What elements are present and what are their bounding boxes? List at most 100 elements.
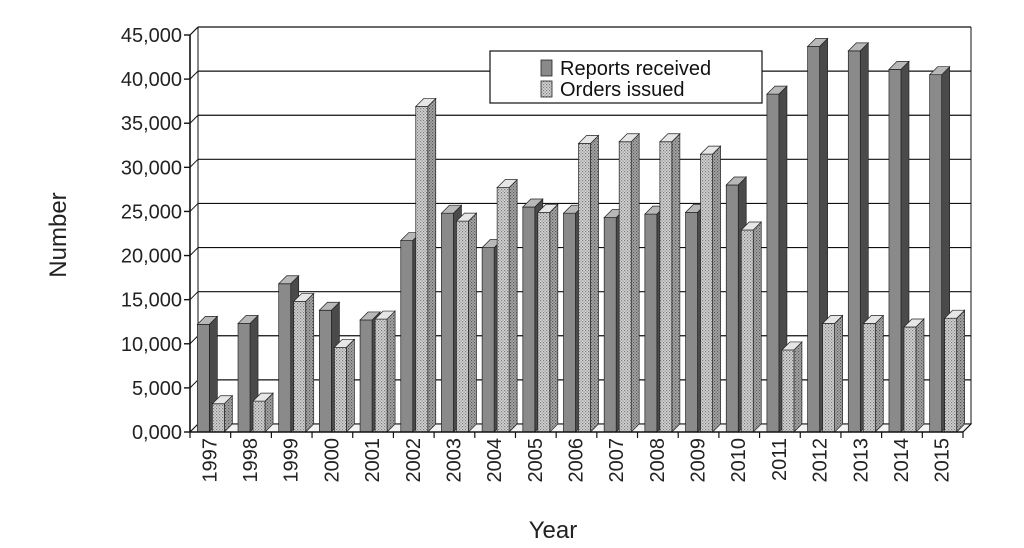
bar-orders-2015 xyxy=(943,309,966,433)
bar-front xyxy=(481,247,495,433)
x-tick-label: 2004 xyxy=(484,438,506,483)
bar-top xyxy=(277,275,300,285)
bar-top xyxy=(618,133,641,143)
bar-side xyxy=(915,318,925,433)
bar-top xyxy=(928,66,951,76)
bar-side xyxy=(346,338,355,433)
bar-side xyxy=(712,145,721,433)
x-tick-label: 2009 xyxy=(688,438,710,483)
bar-top xyxy=(943,309,966,319)
y-tick-label: 30,000 xyxy=(121,157,182,179)
gridline-depth xyxy=(189,114,199,124)
bar-front xyxy=(196,324,210,433)
plot-top-depth xyxy=(189,26,199,36)
x-tick-label: 2008 xyxy=(647,438,669,483)
y-tick-label: 0,000 xyxy=(132,422,182,444)
bar-top xyxy=(806,38,829,47)
bar-front xyxy=(456,220,469,433)
bar-side xyxy=(793,341,803,433)
gridline-depth xyxy=(189,158,199,168)
bar-orders-1997 xyxy=(211,394,234,433)
y-tick-labels: 0,000 5,000 10,000 15,000 20,000 25,000 30,000… xyxy=(121,25,190,444)
bar-front xyxy=(929,74,943,433)
legend: Reports received Orders issued xyxy=(489,50,763,104)
bar-side xyxy=(630,132,640,433)
bar-front xyxy=(374,318,388,433)
bar-front xyxy=(237,323,251,433)
bar-front xyxy=(807,46,820,433)
bar-top xyxy=(496,179,518,188)
x-tick-label: 1998 xyxy=(240,438,262,483)
bar-front xyxy=(740,229,754,433)
bar-top xyxy=(862,315,885,324)
bar-front xyxy=(334,346,347,433)
y-axis-title: Number xyxy=(45,192,72,277)
bar-reports-2013 xyxy=(847,42,870,433)
bar-front xyxy=(537,211,551,433)
bar-orders-1998 xyxy=(252,392,274,433)
gridline-depth xyxy=(189,291,199,301)
x-tick-label: 1997 xyxy=(199,438,221,483)
bar-front xyxy=(822,323,835,433)
bar-front xyxy=(944,317,958,433)
y-tick-label: 5,000 xyxy=(132,378,182,400)
bar-front xyxy=(278,283,292,433)
bar-side xyxy=(549,203,559,433)
bar-side xyxy=(508,178,518,433)
x-tick-labels: 1997 1998 1999 2000 2001 2002 2003 2004 2005 2006… xyxy=(189,432,964,483)
y-tick-label: 35,000 xyxy=(121,113,182,135)
x-tick-label: 2001 xyxy=(362,438,384,483)
bar-top xyxy=(292,293,315,302)
bar-front xyxy=(700,153,713,433)
bar-orders-2010 xyxy=(740,221,763,433)
bar-front xyxy=(211,403,225,433)
bar-top xyxy=(577,135,600,144)
bar-orders-2008 xyxy=(659,132,681,433)
bar-front xyxy=(252,400,266,433)
legend-label-orders: Orders issued xyxy=(560,79,685,101)
x-tick-label: 1999 xyxy=(281,438,303,483)
bar-top xyxy=(374,310,396,320)
legend-label-reports: Reports received xyxy=(560,58,711,80)
bar-orders-2004 xyxy=(496,178,518,433)
bar-orders-2007 xyxy=(618,132,641,433)
bar-front xyxy=(415,106,429,433)
bar-front xyxy=(847,50,861,433)
bar-front xyxy=(319,309,332,433)
bar-side xyxy=(671,132,681,433)
bar-front xyxy=(903,326,917,433)
x-tick-label: 2014 xyxy=(891,438,913,483)
bar-side xyxy=(468,212,477,433)
legend-swatch-reports xyxy=(540,59,553,77)
bar-top xyxy=(333,338,356,348)
bar-front xyxy=(862,323,876,433)
bar-side xyxy=(590,134,599,433)
bar-front xyxy=(578,143,591,433)
x-tick-label: 2013 xyxy=(850,438,872,483)
bar-side xyxy=(752,221,762,433)
bar-top xyxy=(414,98,437,107)
bar-front xyxy=(522,206,536,433)
gridline-depth xyxy=(189,70,199,80)
bar-side xyxy=(305,292,315,433)
y-tick-label: 10,000 xyxy=(121,334,182,356)
x-tick-label: 2000 xyxy=(321,438,343,483)
plot-floor-depth xyxy=(962,423,972,433)
y-tick-label: 45,000 xyxy=(121,25,182,47)
bar-top xyxy=(781,341,803,351)
bar-top xyxy=(196,316,219,325)
bar-front xyxy=(618,141,632,433)
y-tick-label: 15,000 xyxy=(121,290,182,312)
bar-orders-2009 xyxy=(699,145,722,433)
bar-top xyxy=(903,318,925,328)
bar-front xyxy=(644,213,658,433)
x-tick-label: 2006 xyxy=(566,438,588,483)
x-tick-label: 2007 xyxy=(606,438,628,483)
bar-side xyxy=(956,309,966,433)
bar-orders-2011 xyxy=(781,341,803,433)
legend-box xyxy=(489,50,763,104)
bar-orders-2013 xyxy=(862,314,885,433)
bar-top xyxy=(318,301,341,311)
bar-side xyxy=(834,314,843,433)
